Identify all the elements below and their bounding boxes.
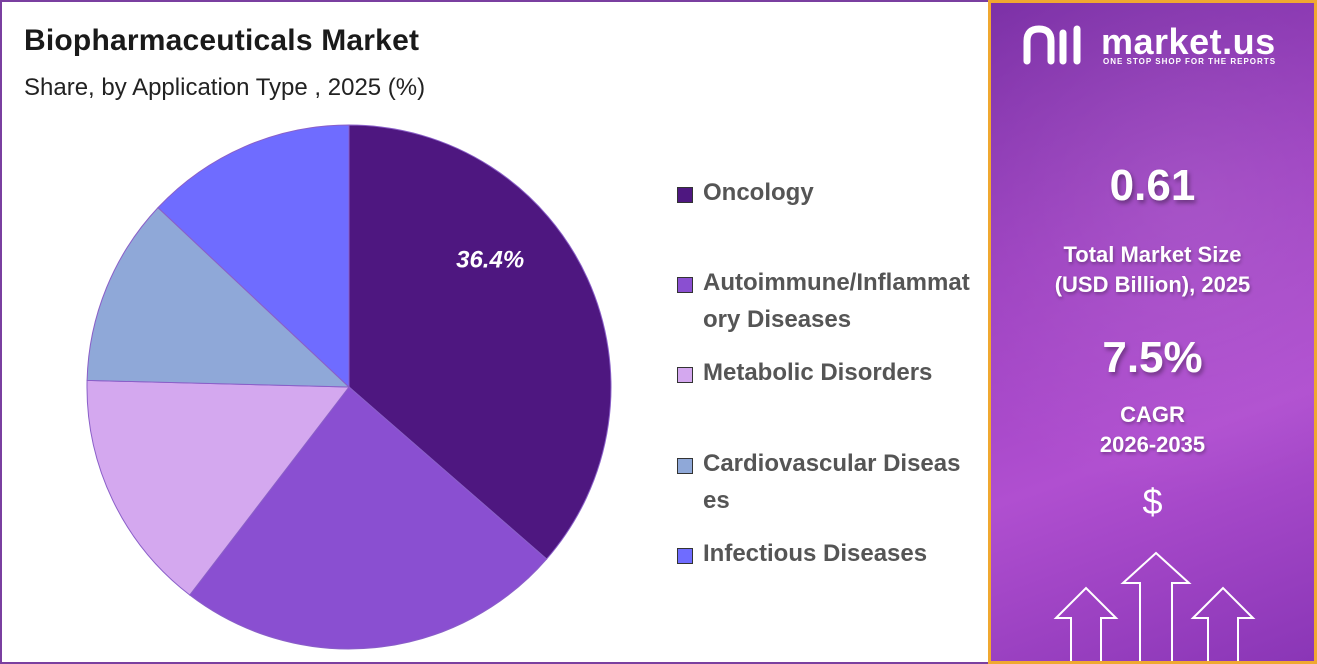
pie-chart: 36.4%: [86, 124, 612, 650]
chart-subtitle: Share, by Application Type , 2025 (%): [24, 74, 426, 101]
pie-data-label: 36.4%: [456, 246, 524, 273]
legend-swatch: [677, 187, 693, 203]
market-size-value: 0.61: [1109, 161, 1196, 210]
panel-background: [991, 3, 1314, 661]
legend-swatch: [677, 458, 693, 474]
legend-item-cardiovascular: Cardiovascular Diseases: [677, 450, 973, 519]
cagr-label-line1: CAGR: [1120, 402, 1185, 427]
legend-swatch: [677, 548, 693, 564]
cagr-label-line2: 2026-2035: [1099, 432, 1206, 457]
pie-slice-infectious-diseases: [157, 124, 350, 389]
legend-item-autoimmune: Autoimmune/Inflammatory Diseases: [677, 269, 973, 338]
legend-item-infectious: Infectious Diseases: [677, 540, 973, 572]
chart-panel: Biopharmaceuticals Market Share, by Appl…: [0, 0, 988, 664]
cagr-value: 7.5%: [1102, 333, 1203, 382]
growth-arrows-icon: [1053, 551, 1256, 661]
legend-label: Oncology: [703, 179, 814, 206]
brand-tagline: ONE STOP SHOP FOR THE REPORTS: [1103, 57, 1277, 66]
brand-name: market.us: [1101, 21, 1276, 62]
brand-logo[interactable]: market.us ONE STOP SHOP FOR THE REPORTS: [1023, 21, 1293, 81]
chart-title: Biopharmaceuticals Market: [24, 24, 420, 57]
legend-swatch: [677, 277, 693, 293]
market-size-label-line2: (USD Billion), 2025: [1054, 272, 1251, 297]
pie-slice-oncology: [348, 124, 612, 560]
pie-slice-metabolic-disorders: [86, 379, 350, 596]
legend-item-oncology: Oncology: [677, 179, 973, 211]
legend-label: Cardiovascular Diseases: [703, 450, 961, 514]
dollar-icon: $: [1142, 481, 1163, 522]
legend-label: Metabolic Disorders: [703, 359, 933, 386]
legend-swatch: [677, 367, 693, 383]
pie-slice-cardiovascular-diseases: [86, 206, 351, 388]
pie-slice-autoimmune-inflammatory-diseases: [189, 386, 548, 650]
summary-panel: market.us ONE STOP SHOP FOR THE REPORTS …: [988, 0, 1317, 664]
legend-label: Autoimmune/Inflammatory Diseases: [703, 269, 970, 333]
market-size-label-line1: Total Market Size: [1063, 242, 1242, 267]
legend-label: Infectious Diseases: [703, 540, 928, 567]
legend-item-metabolic: Metabolic Disorders: [677, 359, 973, 391]
market-us-logo-icon: [1023, 25, 1081, 65]
